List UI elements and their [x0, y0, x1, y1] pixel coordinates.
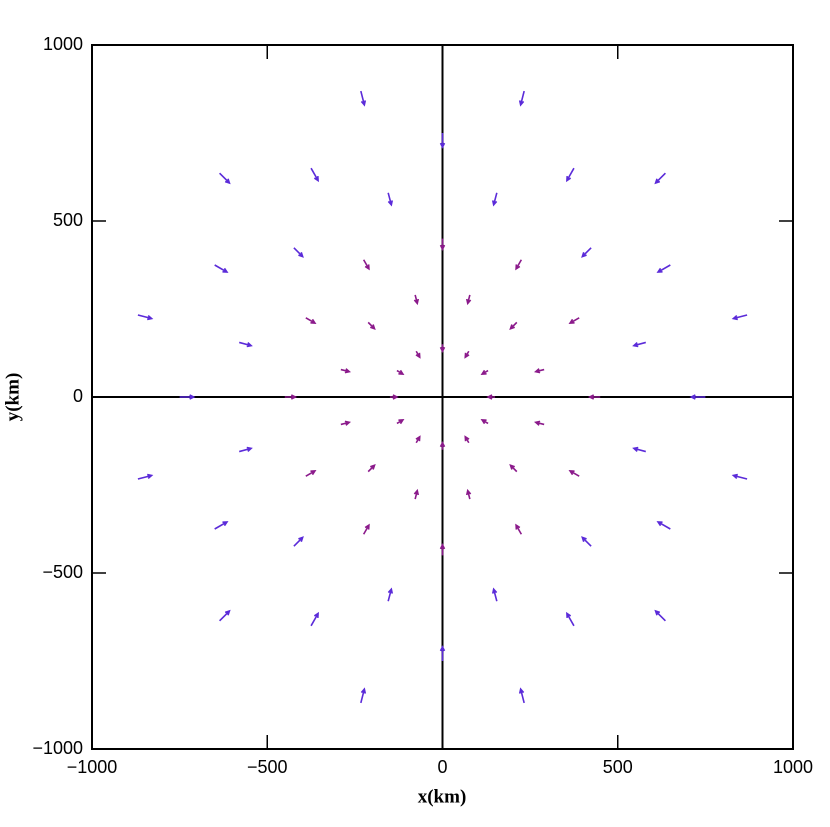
vector-arrow — [413, 294, 420, 306]
vector-arrow — [491, 587, 498, 602]
vector-arrow — [566, 167, 575, 183]
vector-arrow — [566, 611, 575, 627]
vector-arrow — [415, 350, 421, 359]
vector-arrow — [515, 523, 523, 535]
vector-arrow — [305, 317, 317, 324]
vector-arrow — [515, 259, 523, 271]
vector-arrow — [239, 341, 253, 348]
x-tick-label: 0 — [437, 757, 447, 777]
vector-arrow — [654, 172, 666, 185]
vector-arrow — [284, 394, 298, 400]
y-tick-label: −500 — [42, 562, 83, 582]
vector-arrow — [362, 523, 370, 535]
vector-arrow — [214, 264, 229, 273]
vector-arrow — [137, 314, 154, 321]
vector-arrow — [480, 369, 489, 376]
vector-arrow — [340, 368, 352, 374]
y-tick-label: 0 — [73, 386, 83, 406]
x-tick-label: 500 — [603, 757, 633, 777]
vector-arrow — [396, 418, 405, 425]
vector-arrow — [214, 521, 229, 530]
vector-arrow — [654, 609, 666, 622]
vector-arrow — [360, 90, 367, 107]
vector-arrow — [486, 394, 496, 400]
vector-arrow — [480, 418, 489, 425]
vector-arrow — [439, 543, 446, 556]
vector-arrow — [439, 440, 446, 450]
y-tick-label: 1000 — [43, 34, 83, 54]
vector-arrow — [239, 446, 253, 453]
vector-arrow — [293, 536, 304, 547]
vector-arrow — [509, 321, 518, 330]
vector-arrow — [518, 90, 525, 107]
vector-arrow — [656, 521, 671, 530]
vector-arrow — [656, 264, 671, 273]
vector-arrow — [465, 488, 472, 500]
vector-arrow — [568, 470, 580, 477]
vector-arrow — [179, 394, 196, 400]
vector-arrow — [305, 470, 317, 477]
x-tick-label: −1000 — [67, 757, 118, 777]
vector-arrow — [362, 259, 370, 271]
vector-arrow — [689, 394, 706, 400]
vector-arrow — [581, 536, 592, 547]
vector-arrow — [310, 611, 319, 627]
vector-arrow — [491, 192, 498, 207]
vector-arrow — [509, 464, 518, 473]
vector-arrow — [367, 321, 376, 330]
vector-arrow — [219, 172, 231, 185]
vector-arrow — [439, 344, 446, 354]
vector-arrow — [439, 133, 446, 149]
vector-arrow — [464, 435, 470, 444]
y-axis-title: y(km) — [2, 373, 23, 422]
vector-arrow — [464, 350, 470, 359]
vector-arrow — [439, 645, 446, 661]
vector-arrow — [731, 473, 748, 480]
vector-arrow — [387, 192, 394, 207]
x-axis-title: x(km) — [418, 786, 467, 807]
vector-arrow — [389, 394, 399, 400]
vector-arrow — [293, 247, 304, 258]
vector-arrow — [415, 435, 421, 444]
vector-arrow — [587, 394, 601, 400]
vector-arrow — [137, 473, 154, 480]
vector-arrow — [568, 317, 580, 324]
vector-arrow — [439, 238, 446, 251]
vector-arrow — [396, 369, 405, 376]
vector-arrow — [731, 314, 748, 321]
y-tick-label: 500 — [53, 210, 83, 230]
vector-arrow — [533, 368, 545, 374]
vector-arrow — [632, 446, 646, 453]
vector-arrow — [465, 294, 472, 306]
x-tick-label: −500 — [247, 757, 288, 777]
vector-arrow — [632, 341, 646, 348]
vector-arrow — [367, 464, 376, 473]
vector-arrow — [518, 687, 525, 704]
vector-arrow — [533, 420, 545, 426]
vector-arrow — [360, 687, 367, 704]
vector-arrow — [340, 420, 352, 426]
y-tick-label: −1000 — [32, 738, 83, 758]
vector-arrow — [387, 587, 394, 602]
vector-arrow — [310, 167, 319, 183]
x-tick-label: 1000 — [773, 757, 813, 777]
vector-arrow — [581, 247, 592, 258]
vector-arrow — [219, 609, 231, 622]
vector-arrow — [413, 488, 420, 500]
